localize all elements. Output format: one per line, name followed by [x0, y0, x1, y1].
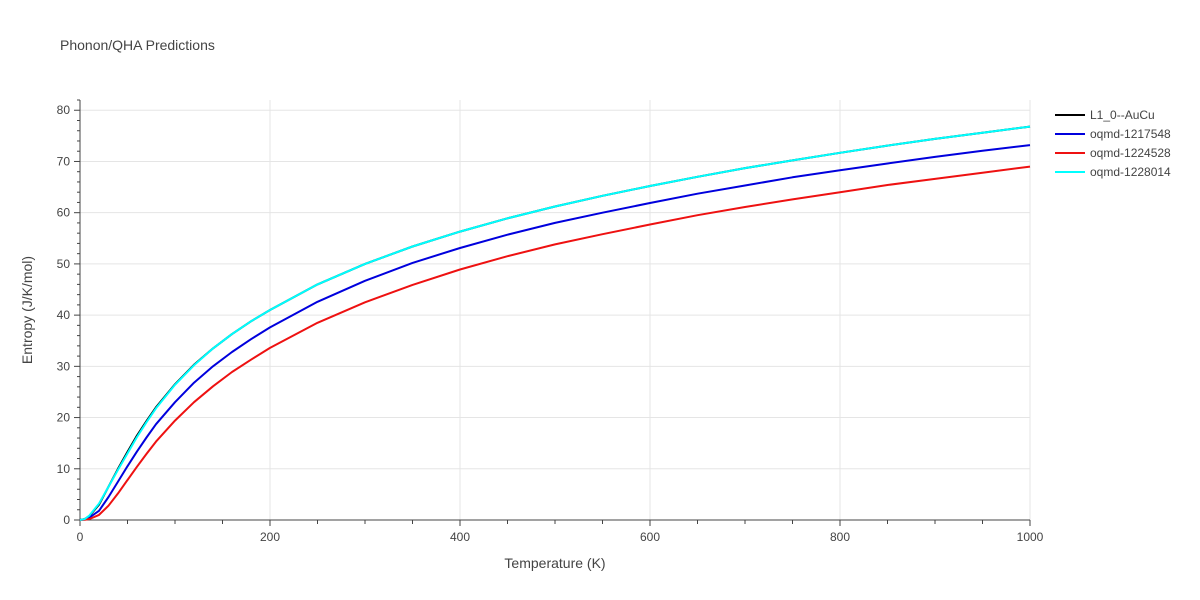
y-tick-label: 70 [57, 154, 71, 168]
x-tick-label: 400 [450, 530, 470, 544]
series-line-1[interactable] [79, 144, 1031, 521]
y-tick-label: 40 [57, 308, 71, 322]
series-group [79, 125, 1031, 521]
y-tick-label: 0 [63, 513, 70, 527]
x-tick-label: 0 [77, 530, 84, 544]
y-axis-title: Entropy (J/K/mol) [19, 256, 35, 364]
y-tick-label: 30 [57, 359, 71, 373]
legend-label: oqmd-1228014 [1090, 165, 1171, 179]
legend-item-2[interactable]: oqmd-1224528 [1055, 146, 1171, 160]
x-tick-label: 200 [260, 530, 280, 544]
legend-label: L1_0--AuCu [1090, 108, 1155, 122]
legend-label: oqmd-1224528 [1090, 146, 1171, 160]
x-tick-label: 1000 [1017, 530, 1044, 544]
series-line-2[interactable] [79, 165, 1031, 521]
y-tick-label: 10 [57, 462, 71, 476]
legend-item-1[interactable]: oqmd-1217548 [1055, 127, 1171, 141]
y-tick-label: 60 [57, 206, 71, 220]
y-tick-label: 50 [57, 257, 71, 271]
y-tick-label: 80 [57, 103, 71, 117]
legend-item-0[interactable]: L1_0--AuCu [1055, 108, 1155, 122]
legend-item-3[interactable]: oqmd-1228014 [1055, 165, 1171, 179]
series-line-3[interactable] [79, 125, 1031, 521]
legend-label: oqmd-1217548 [1090, 127, 1171, 141]
legend[interactable]: L1_0--AuCu oqmd-1217548 oqmd-1224528 oqmd-1… [1055, 108, 1171, 179]
y-tick-label: 20 [57, 411, 71, 425]
x-tick-label: 600 [640, 530, 660, 544]
chart-title: Phonon/QHA Predictions [60, 37, 215, 53]
x-axis-title: Temperature (K) [504, 555, 605, 571]
x-tick-label: 800 [830, 530, 850, 544]
